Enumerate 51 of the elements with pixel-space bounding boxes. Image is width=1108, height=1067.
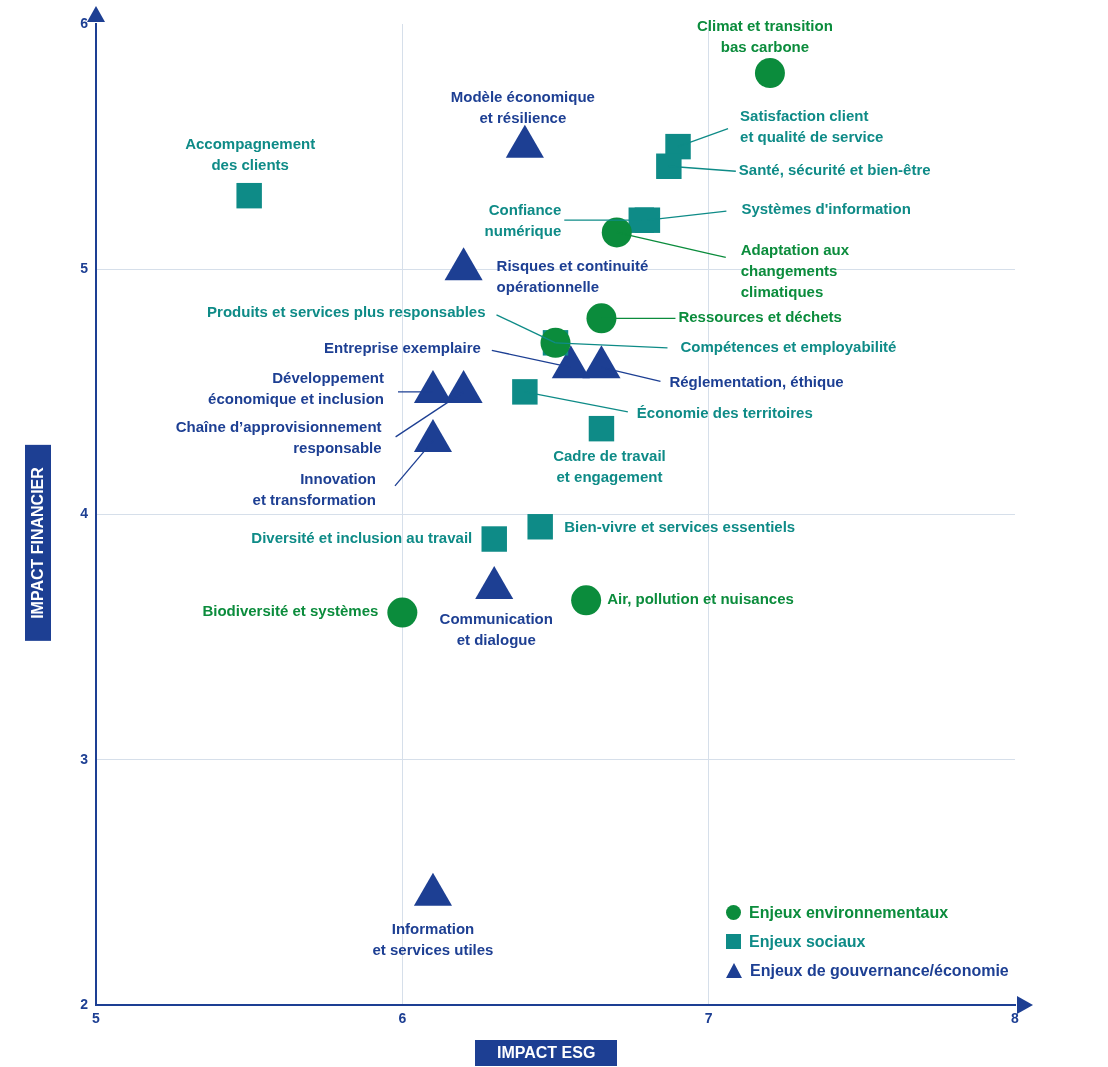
annotation: Cadre de travail et engagement [553,446,666,485]
x-axis-title: IMPACT ESG [475,1040,618,1066]
point [601,217,632,248]
annotation: Produits et services plus responsables [207,302,486,320]
x-tick-label: 6 [398,1010,407,1027]
annotation: Confiance numérique [484,201,562,240]
point [481,526,507,552]
annotation: Communication et dialogue [439,610,553,649]
annotation: Biodiversité et systèmes [202,601,379,619]
x-tick-label: 8 [1011,1010,1020,1027]
annotation: Compétences et employabilité [680,337,897,355]
annotation: Santé, sécurité et bien-être [738,161,931,179]
annotation: Climat et transition bas carbone [697,17,833,56]
x-tick-label: 5 [92,1010,101,1027]
annotation: Information et services utiles [372,919,494,958]
point [527,514,553,540]
annotation: Chaîne d’approvisionnement responsable [175,418,382,457]
point [236,182,262,209]
legend-label: Enjeux sociaux [749,932,866,951]
annotation: Ressources et déchets [678,308,842,326]
y-tick-label: 5 [80,260,89,277]
annotation: Innovation et transformation [252,470,376,509]
point [571,585,602,616]
point [656,153,682,179]
annotation: Entreprise exemplaire [324,339,481,357]
point [628,207,654,233]
y-axis-title: IMPACT FINANCIER [25,445,51,641]
annotation: Adaptation aux changements climatiques [740,240,850,300]
x-tick-label: 7 [704,1010,713,1027]
annotation: Diversité et inclusion au travail [251,529,473,547]
y-tick-label: 4 [80,505,89,522]
annotation: Développement économique et inclusion [208,369,384,408]
point [387,597,418,628]
annotation: Satisfaction client et qualité de service [740,106,884,145]
y-tick-label: 6 [80,14,89,31]
legend-label: Enjeux environnementaux [749,903,949,922]
y-tick-label: 2 [80,995,89,1012]
legend-label: Enjeux de gouvernance/économie [750,961,1009,980]
point [588,415,615,442]
annotation: Accompagnement des clients [185,134,316,173]
annotation: Systèmes d'information [741,200,911,218]
annotation: Modèle économique et résilience [450,87,595,126]
point [512,379,538,405]
point [586,303,617,334]
annotation: Économie des territoires [636,404,813,422]
y-tick-label: 3 [80,750,89,767]
annotation: Risques et continuité opérationnelle [496,257,649,296]
annotation: Air, pollution et nuisances [607,590,794,608]
point [754,58,785,89]
annotation: Réglementation, éthique [669,373,844,391]
annotation: Bien-vivre et services essentiels [564,517,796,535]
